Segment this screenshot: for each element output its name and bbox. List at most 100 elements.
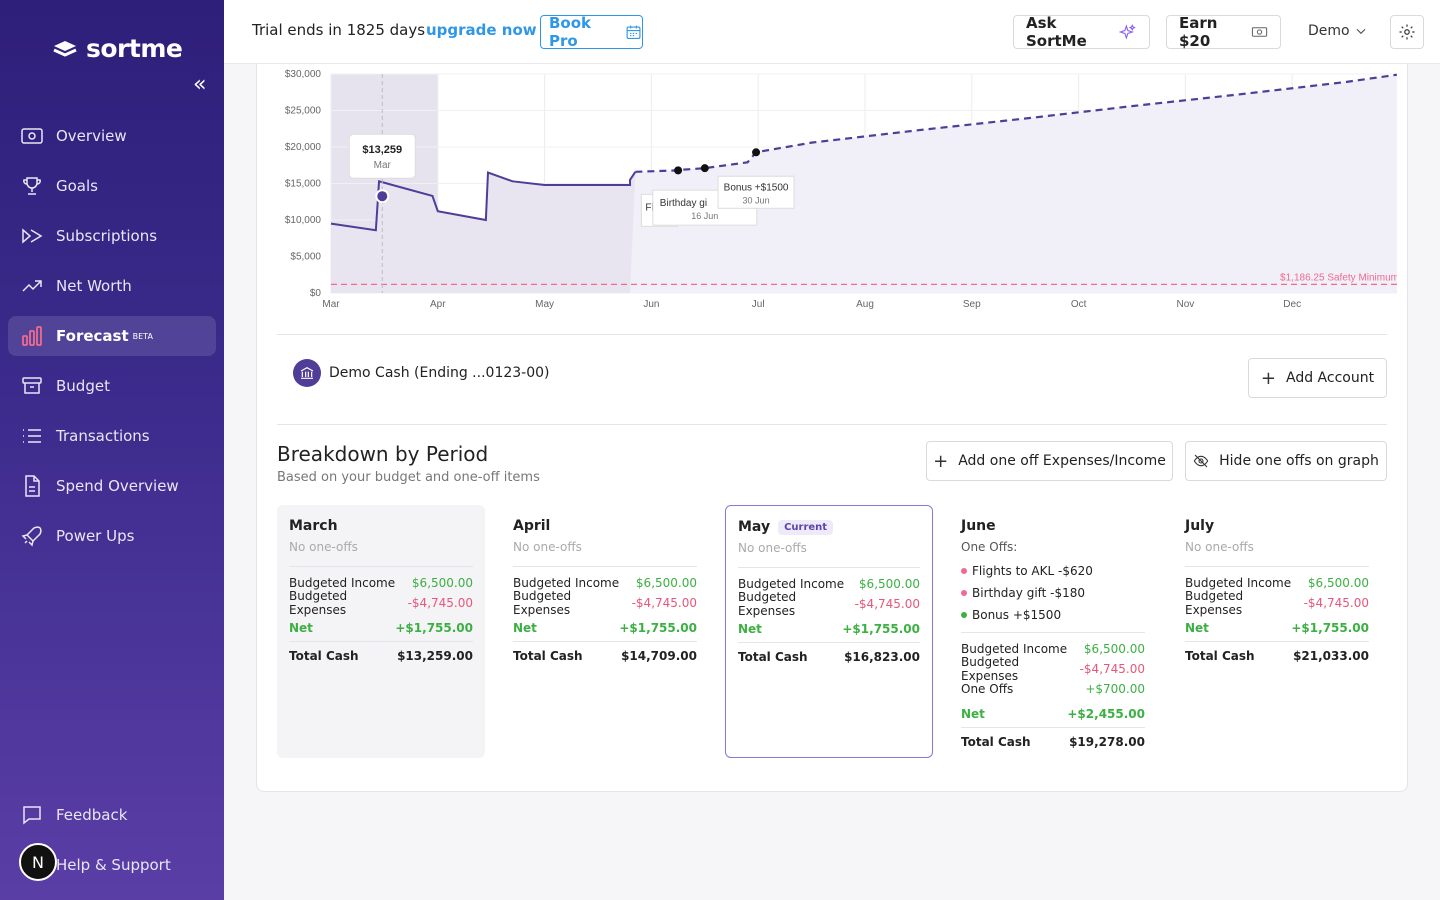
trial-text: Trial ends in 1825 days bbox=[252, 21, 426, 39]
divider bbox=[277, 334, 1387, 335]
chart-tooltip bbox=[348, 133, 416, 179]
chart-area-fill-actual bbox=[331, 171, 636, 293]
sidebar-item-budget[interactable]: Budget bbox=[8, 366, 216, 406]
income-value: $6,500.00 bbox=[858, 577, 920, 591]
y-tick-label: $5,000 bbox=[290, 252, 321, 263]
one-off-item[interactable]: Birthday gift -$180 bbox=[961, 586, 1145, 600]
y-tick-label: $25,000 bbox=[285, 106, 322, 117]
avatar[interactable]: N bbox=[19, 843, 57, 881]
divider bbox=[277, 424, 1387, 425]
book-pro-button[interactable]: Book Pro bbox=[540, 14, 643, 50]
chat-icon bbox=[23, 806, 41, 825]
x-tick-label: Aug bbox=[856, 299, 874, 310]
sidebar-item-label: Goals bbox=[56, 177, 98, 195]
sidebar-item-help[interactable]: Help & Support bbox=[8, 845, 216, 885]
row-label: Total Cash bbox=[289, 648, 359, 663]
sidebar-item-goals[interactable]: Goals bbox=[8, 166, 216, 206]
sidebar-item-label: Budget bbox=[56, 377, 110, 395]
add-one-off-label: Add one off Expenses/Income bbox=[958, 453, 1166, 469]
forecast-chart[interactable]: Mar Apr May Jun Jul Aug Sep Oct Nov Dec $30,000 $25… bbox=[277, 64, 1397, 314]
x-tick-label: Nov bbox=[1177, 299, 1195, 310]
sidebar-item-transactions[interactable]: Transactions bbox=[8, 416, 216, 456]
total-row: Total Cash $14,709.00 bbox=[513, 641, 697, 665]
y-tick-label: $15,000 bbox=[285, 179, 322, 190]
period-card-march[interactable]: March No one-offs Budgeted Income $6,500.… bbox=[277, 505, 485, 758]
sidebar-item-net-worth[interactable]: Net Worth bbox=[8, 266, 216, 306]
logo[interactable]: sortme bbox=[52, 34, 183, 63]
hide-one-offs-button[interactable]: Hide one offs on graph bbox=[1185, 441, 1387, 481]
account-switcher[interactable]: Demo bbox=[1308, 23, 1368, 39]
sidebar-item-label: Overview bbox=[56, 127, 127, 145]
expenses-value: -$4,745.00 bbox=[631, 596, 697, 610]
sidebar-item-subscriptions[interactable]: Subscriptions bbox=[8, 216, 216, 256]
expenses-value: -$4,745.00 bbox=[1079, 662, 1145, 676]
upgrade-link[interactable]: upgrade now bbox=[426, 21, 537, 39]
sidebar-item-spend-overview[interactable]: Spend Overview bbox=[8, 466, 216, 506]
sidebar-item-label: Spend Overview bbox=[56, 477, 179, 495]
add-one-off-button[interactable]: + Add one off Expenses/Income bbox=[926, 441, 1173, 481]
earn-button[interactable]: Earn $20 bbox=[1166, 14, 1281, 50]
one-offs-value: +$700.00 bbox=[1085, 682, 1145, 696]
plus-icon: + bbox=[933, 450, 949, 472]
one-off-item[interactable]: Bonus +$1500 bbox=[961, 608, 1145, 622]
sidebar-nav: Overview Goals Subscriptions Net Worth F… bbox=[8, 116, 216, 566]
no-one-offs: No one-offs bbox=[513, 540, 582, 554]
annotation-date: 30 Jun bbox=[743, 195, 770, 205]
x-tick-label: May bbox=[535, 299, 554, 310]
period-rows: Budgeted Income $6,500.00 Budgeted Expens… bbox=[1185, 566, 1369, 665]
period-card-april[interactable]: April No one-offs Budgeted Income $6,500.… bbox=[501, 505, 709, 758]
account-name[interactable]: Demo Cash (Ending ...0123-00) bbox=[329, 365, 550, 381]
sidebar-item-overview[interactable]: Overview bbox=[8, 116, 216, 156]
row-label: Budgeted Expenses bbox=[961, 655, 1020, 683]
sparkle-icon bbox=[1119, 24, 1137, 40]
sidebar-item-feedback[interactable]: Feedback bbox=[8, 795, 216, 835]
total-value: $16,823.00 bbox=[844, 649, 920, 664]
expenses-row: Budgeted Expenses -$4,745.00 bbox=[1185, 589, 1369, 617]
document-icon bbox=[25, 475, 40, 497]
archive-icon bbox=[22, 377, 42, 394]
total-value: $21,033.00 bbox=[1293, 648, 1369, 663]
period-name: July bbox=[1185, 518, 1215, 534]
annotation-box bbox=[717, 175, 795, 209]
income-row: Budgeted Income $6,500.00 bbox=[1185, 573, 1369, 593]
income-row: Budgeted Income $6,500.00 bbox=[513, 573, 697, 593]
settings-button[interactable] bbox=[1390, 15, 1424, 49]
period-rows: Budgeted Income $6,500.00 Budgeted Expens… bbox=[289, 566, 473, 665]
total-value: $13,259.00 bbox=[397, 648, 473, 663]
x-tick-label: Sep bbox=[963, 299, 981, 310]
trophy-icon bbox=[23, 177, 41, 195]
breakdown-subtitle: Based on your budget and one-off items bbox=[277, 470, 540, 485]
row-label: One Offs bbox=[961, 682, 1014, 696]
period-card-june[interactable]: June One Offs: Flights to AKL -$620 Birt… bbox=[949, 505, 1157, 758]
sidebar-item-power-ups[interactable]: Power Ups bbox=[8, 516, 216, 556]
period-card-may[interactable]: May Current No one-offs Budgeted Income $… bbox=[725, 505, 933, 758]
ask-sortme-button[interactable]: Ask SortMe bbox=[1013, 14, 1150, 50]
pink-dot-icon bbox=[961, 568, 967, 574]
logo-icon bbox=[53, 40, 77, 57]
sidebar-item-forecast[interactable]: Forecast BETA bbox=[8, 316, 216, 356]
sidebar-item-label: Feedback bbox=[56, 806, 128, 824]
annotation-title: Bonus +$1500 bbox=[724, 182, 789, 193]
period-name: May bbox=[738, 519, 771, 535]
y-tick-label: $30,000 bbox=[285, 69, 322, 80]
trend-up-icon bbox=[22, 280, 42, 292]
add-account-button[interactable]: + Add Account bbox=[1248, 358, 1387, 398]
total-row: Total Cash $16,823.00 bbox=[738, 642, 920, 666]
collapse-sidebar-icon[interactable]: « bbox=[193, 72, 207, 97]
tooltip-value: $13,259 bbox=[362, 144, 402, 156]
net-value: +$2,455.00 bbox=[1067, 707, 1145, 721]
one-off-item[interactable]: Flights to AKL -$620 bbox=[961, 564, 1145, 578]
one-offs-heading: One Offs: bbox=[961, 540, 1018, 554]
net-row: Net +$1,755.00 bbox=[513, 618, 697, 638]
forecast-balance-line bbox=[635, 73, 1397, 173]
net-value: +$1,755.00 bbox=[1291, 621, 1369, 635]
one-off-text: Flights to AKL -$620 bbox=[972, 564, 1093, 578]
beta-badge: BETA bbox=[132, 331, 153, 341]
row-label: Budgeted Income bbox=[1185, 576, 1292, 590]
period-name: March bbox=[289, 518, 338, 534]
period-rows: Budgeted Income $6,500.00 Budgeted Expens… bbox=[961, 632, 1145, 751]
one-off-text: Birthday gift -$180 bbox=[972, 586, 1086, 600]
period-card-july[interactable]: July No one-offs Budgeted Income $6,500.0… bbox=[1173, 505, 1381, 758]
income-row: Budgeted Income $6,500.00 bbox=[961, 639, 1145, 659]
income-value: $6,500.00 bbox=[1307, 576, 1369, 590]
